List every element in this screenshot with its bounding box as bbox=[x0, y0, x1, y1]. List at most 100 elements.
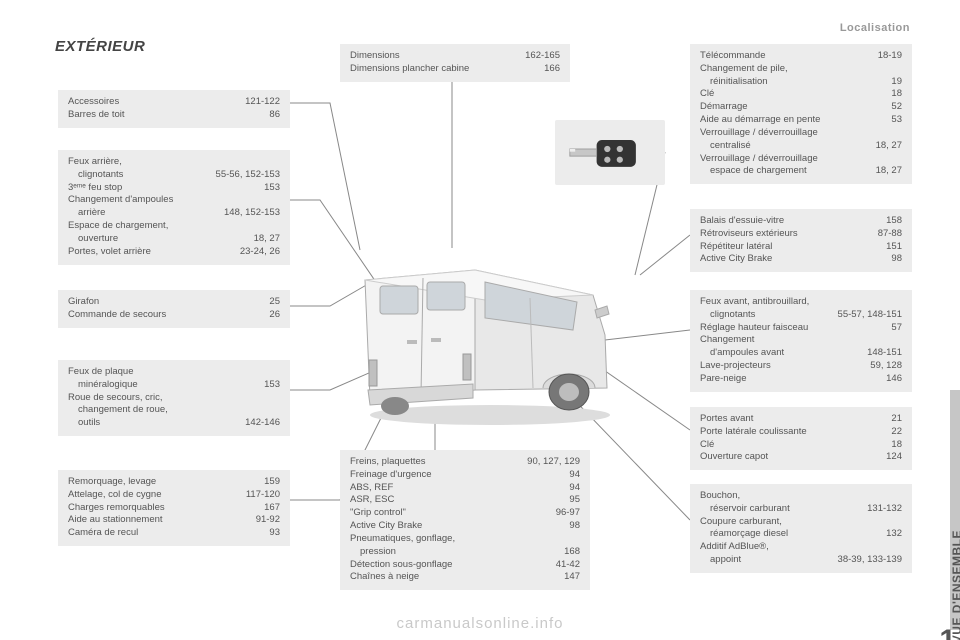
entry-label: Espace de chargement, bbox=[68, 220, 280, 233]
entry-label: réservoir carburant bbox=[700, 503, 859, 516]
entry-page: 57 bbox=[891, 322, 902, 335]
entry-page: 131-132 bbox=[867, 503, 902, 516]
entry-label: Active City Brake bbox=[700, 253, 883, 266]
van-illustration bbox=[335, 240, 635, 430]
info-box-telecommande: Télécommande 18-19Changement de pile,réin… bbox=[690, 44, 912, 184]
entry-page: 151 bbox=[886, 241, 902, 254]
entry-page: 26 bbox=[269, 309, 280, 322]
entry-label: arrière bbox=[68, 207, 216, 220]
entry-page: 91-92 bbox=[256, 514, 280, 527]
entry-page: 38-39, 133-139 bbox=[838, 554, 902, 567]
entry-label: ABS, REF bbox=[350, 482, 561, 495]
entry-page: 148, 152-153 bbox=[224, 207, 280, 220]
entry-label: Remorquage, levage bbox=[68, 476, 256, 489]
entry-page: 55-57, 148-151 bbox=[838, 309, 902, 322]
entry-label: Portes avant bbox=[700, 413, 883, 426]
entry-label: Girafon bbox=[68, 296, 261, 309]
entry-label: Feux de plaque bbox=[68, 366, 280, 379]
entry-page: 86 bbox=[269, 109, 280, 122]
entry-label: Rétroviseurs extérieurs bbox=[700, 228, 870, 241]
entry-label: Changement de pile, bbox=[700, 63, 902, 76]
entry-label: Aide au démarrage en pente bbox=[700, 114, 883, 127]
entry-label: Télécommande bbox=[700, 50, 870, 63]
entry-label: Additif AdBlue®, bbox=[700, 541, 902, 554]
entry-label: Coupure carburant, bbox=[700, 516, 902, 529]
entry-page: 158 bbox=[886, 215, 902, 228]
entry-label: centralisé bbox=[700, 140, 868, 153]
page-heading: EXTÉRIEUR bbox=[55, 38, 145, 55]
entry-page: 159 bbox=[264, 476, 280, 489]
entry-label: Clé bbox=[700, 88, 883, 101]
entry-label: Clé bbox=[700, 439, 883, 452]
entry-page: 132 bbox=[886, 528, 902, 541]
entry-page: 96-97 bbox=[556, 507, 580, 520]
entry-label: Caméra de recul bbox=[68, 527, 261, 540]
entry-label: espace de chargement bbox=[700, 165, 868, 178]
entry-page: 23-24, 26 bbox=[240, 246, 280, 259]
key-illustration bbox=[555, 120, 665, 185]
entry-label: Balais d'essuie-vitre bbox=[700, 215, 878, 228]
entry-label: Accessoires bbox=[68, 96, 237, 109]
entry-page: 166 bbox=[544, 63, 560, 76]
entry-label: Dimensions bbox=[350, 50, 517, 63]
entry-label: ouverture bbox=[68, 233, 246, 246]
entry-label: Verrouillage / déverrouillage bbox=[700, 153, 902, 166]
entry-label: minéralogique bbox=[68, 379, 256, 392]
entry-page: 162-165 bbox=[525, 50, 560, 63]
entry-page: 168 bbox=[564, 546, 580, 559]
side-tab-number: 1 bbox=[939, 624, 956, 640]
entry-label: "Grip control" bbox=[350, 507, 548, 520]
entry-label: Réglage hauteur faisceau bbox=[700, 322, 883, 335]
entry-label: Feux avant, antibrouillard, bbox=[700, 296, 902, 309]
entry-page: 18, 27 bbox=[876, 165, 902, 178]
entry-label: Lave-projecteurs bbox=[700, 360, 862, 373]
entry-label: Freins, plaquettes bbox=[350, 456, 519, 469]
entry-page: 55-56, 152-153 bbox=[216, 169, 280, 182]
entry-label: Barres de toit bbox=[68, 109, 261, 122]
entry-page: 93 bbox=[269, 527, 280, 540]
entry-label: réinitialisation bbox=[700, 76, 883, 89]
info-box-bouchon: Bouchon,réservoir carburant131-132Coupur… bbox=[690, 484, 912, 573]
watermark: carmanualsonline.info bbox=[397, 615, 564, 632]
info-box-feux_arriere: Feux arrière,clignotants55-56, 152-1533ᵉ… bbox=[58, 150, 290, 265]
entry-label: Démarrage bbox=[700, 101, 883, 114]
entry-page: 22 bbox=[891, 426, 902, 439]
entry-label: Verrouillage / déverrouillage bbox=[700, 127, 902, 140]
info-box-girafon: Girafon25Commande de secours26 bbox=[58, 290, 290, 328]
entry-page: 153 bbox=[264, 182, 280, 195]
entry-label: Charges remorquables bbox=[68, 502, 256, 515]
entry-label: Répétiteur latéral bbox=[700, 241, 878, 254]
entry-label: Pneumatiques, gonflage, bbox=[350, 533, 580, 546]
entry-page: 19 bbox=[891, 76, 902, 89]
entry-page: 117-120 bbox=[246, 489, 280, 502]
entry-page: 53 bbox=[891, 114, 902, 127]
entry-label: ASR, ESC bbox=[350, 494, 561, 507]
entry-page: 146 bbox=[886, 373, 902, 386]
entry-page: 95 bbox=[569, 494, 580, 507]
entry-label: Ouverture capot bbox=[700, 451, 878, 464]
entry-page: 142-146 bbox=[245, 417, 280, 430]
entry-label: appoint bbox=[700, 554, 830, 567]
entry-label: Aide au stationnement bbox=[68, 514, 248, 527]
entry-page: 94 bbox=[569, 482, 580, 495]
side-chapter-tab: VUE D'ENSEMBLE 1 bbox=[926, 390, 960, 630]
entry-page: 18-19 bbox=[878, 50, 902, 63]
info-box-portes_avant: Portes avant21Porte latérale coulissante… bbox=[690, 407, 912, 470]
entry-label: Roue de secours, cric, bbox=[68, 392, 280, 405]
entry-page: 124 bbox=[886, 451, 902, 464]
entry-label: Feux arrière, bbox=[68, 156, 280, 169]
entry-label: changement de roue, bbox=[68, 404, 280, 417]
entry-label: Portes, volet arrière bbox=[68, 246, 232, 259]
info-box-plaque: Feux de plaqueminéralogique153Roue de se… bbox=[58, 360, 290, 436]
info-box-remorquage: Remorquage, levage159Attelage, col de cy… bbox=[58, 470, 290, 546]
entry-label: Dimensions plancher cabine bbox=[350, 63, 536, 76]
entry-page: 90, 127, 129 bbox=[527, 456, 580, 469]
entry-label: clignotants bbox=[68, 169, 208, 182]
info-box-balais: Balais d'essuie-vitre 158 Rétroviseurs ext… bbox=[690, 209, 912, 272]
entry-page: 25 bbox=[269, 296, 280, 309]
info-box-feux_avant: Feux avant, antibrouillard,clignotants55… bbox=[690, 290, 912, 392]
entry-page: 18 bbox=[891, 88, 902, 101]
entry-page: 41-42 bbox=[556, 559, 580, 572]
entry-page: 18, 27 bbox=[876, 140, 902, 153]
entry-label: Changement d'ampoules bbox=[68, 194, 280, 207]
